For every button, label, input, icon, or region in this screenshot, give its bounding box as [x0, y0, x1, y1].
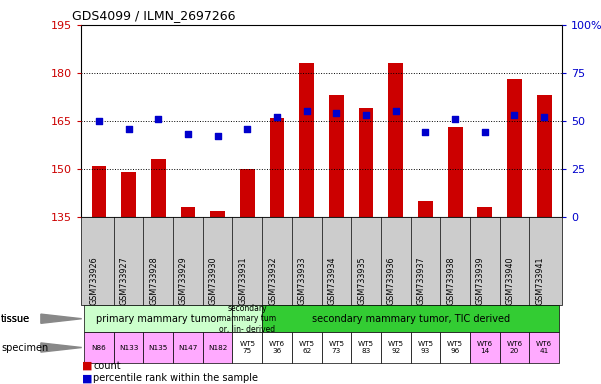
Text: N135: N135: [148, 344, 168, 351]
Bar: [299, 63, 314, 217]
Text: specimen: specimen: [1, 343, 49, 353]
Text: GSM733930: GSM733930: [209, 256, 218, 305]
Text: tissue: tissue: [1, 314, 30, 324]
Bar: [121, 172, 136, 217]
Point: [450, 116, 460, 122]
Text: WT6
36: WT6 36: [269, 341, 285, 354]
Point: [302, 108, 311, 114]
Bar: [91, 166, 106, 217]
Point: [391, 108, 400, 114]
Point: [94, 118, 104, 124]
Bar: [210, 210, 225, 217]
Text: GSM733932: GSM733932: [268, 256, 277, 305]
Bar: [180, 207, 195, 217]
Text: WT5
93: WT5 93: [417, 341, 433, 354]
Text: GSM733928: GSM733928: [149, 256, 158, 305]
Text: N86: N86: [91, 344, 106, 351]
Text: GSM733929: GSM733929: [179, 256, 188, 305]
Point: [243, 126, 252, 132]
Text: primary mammary tumor: primary mammary tumor: [96, 314, 221, 324]
Text: GSM733936: GSM733936: [386, 256, 395, 305]
Point: [153, 116, 163, 122]
Text: N133: N133: [119, 344, 138, 351]
Text: tissue: tissue: [1, 314, 30, 324]
Text: count: count: [93, 361, 121, 371]
Text: WT5
96: WT5 96: [447, 341, 463, 354]
Bar: [270, 118, 284, 217]
Text: WT5
92: WT5 92: [388, 341, 404, 354]
Text: GSM733940: GSM733940: [505, 256, 514, 305]
Bar: [388, 63, 403, 217]
Point: [421, 129, 430, 136]
Text: GSM733933: GSM733933: [297, 256, 307, 305]
Text: WT5
75: WT5 75: [239, 341, 255, 354]
Text: WT6
20: WT6 20: [507, 341, 522, 354]
Point: [480, 129, 490, 136]
Point: [213, 133, 222, 139]
Text: N182: N182: [208, 344, 227, 351]
Text: secondary
mammary tum
or, lin- derived: secondary mammary tum or, lin- derived: [219, 304, 276, 334]
Text: percentile rank within the sample: percentile rank within the sample: [93, 373, 258, 383]
Bar: [151, 159, 166, 217]
Bar: [418, 201, 433, 217]
Text: GSM733939: GSM733939: [476, 256, 485, 305]
Text: WT5
73: WT5 73: [328, 341, 344, 354]
Bar: [448, 127, 463, 217]
Point: [361, 112, 371, 118]
Text: WT6
14: WT6 14: [477, 341, 493, 354]
Text: GSM733926: GSM733926: [90, 256, 99, 305]
Text: GSM733938: GSM733938: [446, 256, 455, 305]
Bar: [240, 169, 255, 217]
Text: WT5
62: WT5 62: [299, 341, 315, 354]
Text: ■: ■: [82, 361, 93, 371]
Bar: [329, 95, 344, 217]
Text: GSM733937: GSM733937: [416, 256, 426, 305]
Text: WT6
41: WT6 41: [536, 341, 552, 354]
Text: GSM733931: GSM733931: [239, 256, 248, 305]
Point: [332, 110, 341, 116]
Point: [510, 112, 519, 118]
Text: ■: ■: [82, 373, 93, 383]
Point: [124, 126, 133, 132]
Text: N147: N147: [178, 344, 198, 351]
Bar: [537, 95, 552, 217]
Point: [272, 114, 282, 120]
Text: GSM733934: GSM733934: [328, 256, 337, 305]
Text: WT5
83: WT5 83: [358, 341, 374, 354]
Point: [539, 114, 549, 120]
Text: GSM733935: GSM733935: [357, 256, 366, 305]
Point: [183, 131, 193, 137]
Text: GDS4099 / ILMN_2697266: GDS4099 / ILMN_2697266: [72, 9, 235, 22]
Text: secondary mammary tumor, TIC derived: secondary mammary tumor, TIC derived: [311, 314, 510, 324]
Text: GSM733927: GSM733927: [120, 256, 129, 305]
Text: GSM733941: GSM733941: [535, 256, 544, 305]
Bar: [359, 108, 373, 217]
Bar: [477, 207, 492, 217]
Bar: [507, 79, 522, 217]
